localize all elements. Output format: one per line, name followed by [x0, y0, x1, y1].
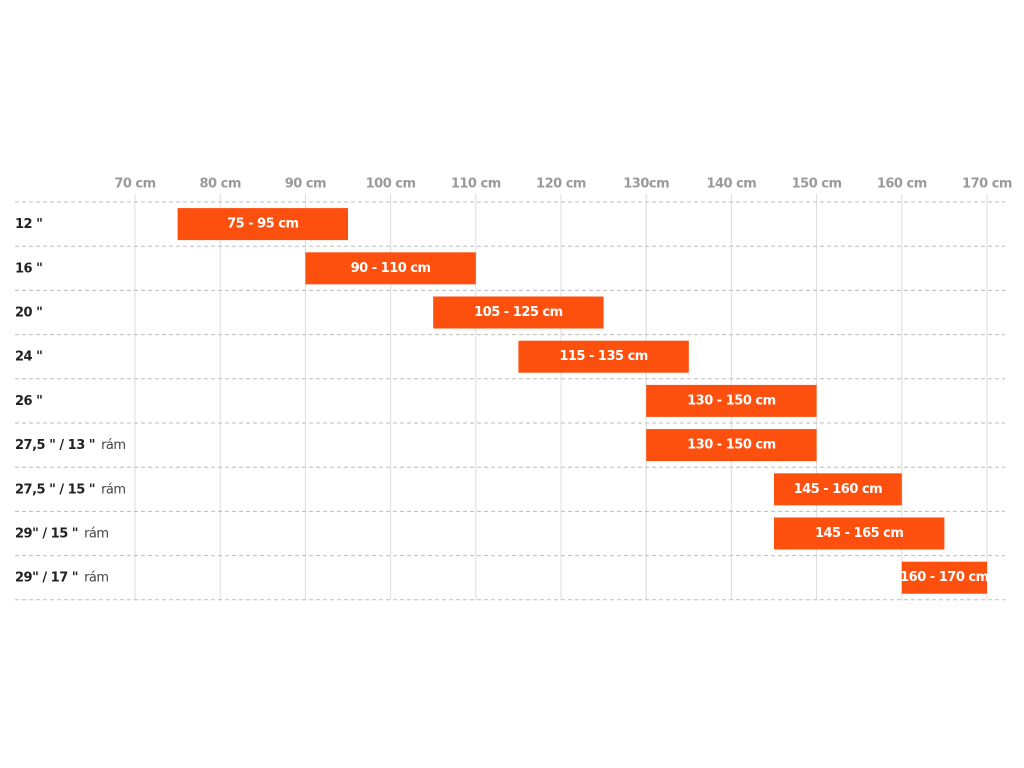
x-tick-label: 140 cm	[706, 177, 756, 192]
bar	[646, 429, 817, 462]
x-tick-label: 150 cm	[792, 177, 842, 192]
bar	[433, 296, 604, 329]
bar	[774, 473, 902, 506]
bar-label: 105 - 125 cm	[474, 305, 563, 320]
row-label: 24 "	[15, 349, 42, 364]
row-label-suffix: rám	[101, 482, 125, 497]
row-label-suffix: rám	[84, 570, 108, 585]
x-tick-label: 80 cm	[200, 177, 241, 192]
bar-label: 130 - 150 cm	[687, 438, 776, 453]
row-label: 29" / 17 " rám	[15, 570, 109, 585]
row-label-text: 12 "	[15, 217, 42, 232]
bar	[774, 517, 945, 550]
row-label: 16 "	[15, 261, 42, 276]
row-label: 20 "	[15, 305, 42, 320]
bar-label: 75 - 95 cm	[227, 217, 298, 232]
row-label: 29" / 15 " rám	[15, 526, 109, 541]
row-label: 12 "	[15, 217, 42, 232]
bar-label: 130 - 150 cm	[687, 393, 776, 408]
x-tick-label: 100 cm	[366, 177, 416, 192]
bar	[646, 384, 817, 417]
bar	[305, 252, 476, 285]
bar-label: 160 - 170 cm	[900, 570, 989, 585]
row-label: 27,5 " / 15 " rám	[15, 482, 126, 497]
bar-label: 145 - 165 cm	[815, 526, 904, 541]
row-label-text: 24 "	[15, 349, 42, 364]
bar	[177, 208, 348, 241]
bar-label: 145 - 160 cm	[794, 482, 883, 497]
bar	[901, 561, 987, 594]
x-tick-label: 130cm	[623, 177, 669, 192]
row-label-suffix: rám	[101, 438, 125, 453]
bar	[518, 340, 689, 373]
row-label-text: 29" / 17 "	[15, 570, 78, 585]
row-label-text: 27,5 " / 13 "	[15, 438, 95, 453]
x-tick-label: 70 cm	[114, 177, 155, 192]
x-tick-label: 90 cm	[285, 177, 326, 192]
bar-label: 115 - 135 cm	[559, 349, 648, 364]
row-label-text: 20 "	[15, 305, 42, 320]
row-label-text: 29" / 15 "	[15, 526, 78, 541]
bar-label: 90 - 110 cm	[351, 261, 431, 276]
x-tick-label: 120 cm	[536, 177, 586, 192]
x-tick-label: 170 cm	[962, 177, 1012, 192]
row-label: 27,5 " / 13 " rám	[15, 438, 126, 453]
row-label-text: 16 "	[15, 261, 42, 276]
row-label: 26 "	[15, 393, 42, 408]
row-label-text: 27,5 " / 15 "	[15, 482, 95, 497]
row-label-text: 26 "	[15, 393, 42, 408]
x-tick-label: 160 cm	[877, 177, 927, 192]
x-tick-label: 110 cm	[451, 177, 501, 192]
row-label-suffix: rám	[84, 526, 108, 541]
